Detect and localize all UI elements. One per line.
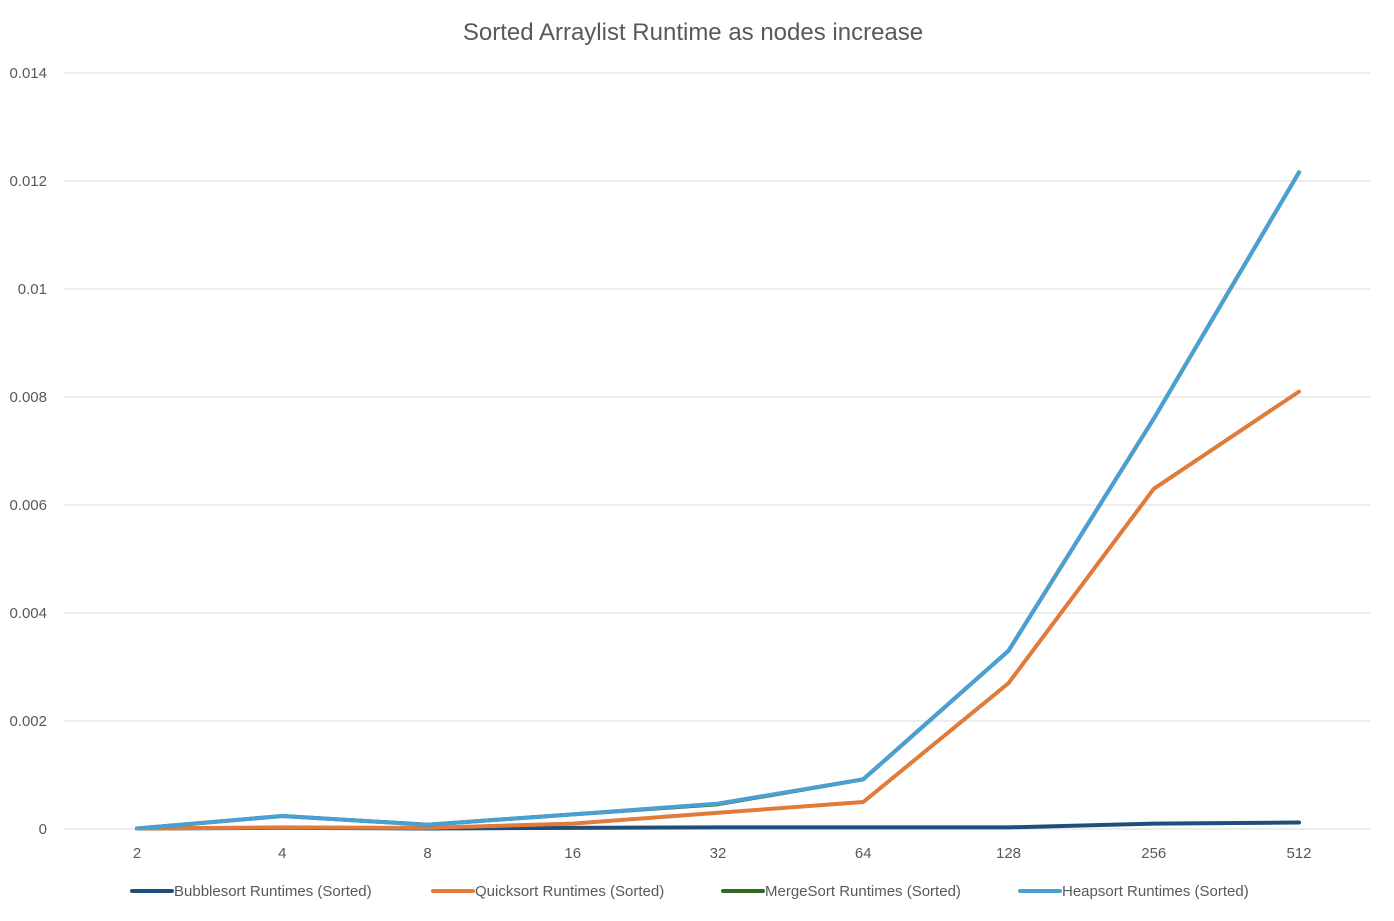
series-line-3 <box>135 170 1301 831</box>
y-axis-ticks: 0 0.002 0.004 0.006 0.008 0.01 0.012 0.014 <box>9 65 47 838</box>
y-tick-label: 0.002 <box>9 713 47 730</box>
y-tick-label: 0.004 <box>9 605 47 622</box>
legend-label: Heapsort Runtimes (Sorted) <box>1062 883 1249 900</box>
x-tick-label: 8 <box>423 845 431 862</box>
chart-title: Sorted Arraylist Runtime as nodes increa… <box>463 19 923 46</box>
x-tick-label: 256 <box>1141 845 1166 862</box>
y-tick-label: 0.014 <box>9 65 47 82</box>
y-tick-label: 0.008 <box>9 389 47 406</box>
y-tick-label: 0 <box>39 821 47 838</box>
x-axis-ticks: 2 4 8 16 32 64 128 256 512 <box>133 845 1312 862</box>
y-tick-label: 0.012 <box>9 173 47 190</box>
y-tick-label: 0.006 <box>9 497 47 514</box>
x-tick-label: 32 <box>710 845 727 862</box>
x-tick-label: 4 <box>278 845 286 862</box>
legend-label: Bubblesort Runtimes (Sorted) <box>174 883 372 900</box>
series-layer <box>135 170 1301 831</box>
x-tick-label: 512 <box>1286 845 1311 862</box>
x-tick-label: 2 <box>133 845 141 862</box>
x-tick-label: 16 <box>564 845 581 862</box>
grid-layer <box>64 72 1370 830</box>
series-line-2 <box>135 170 1301 831</box>
series-line-1 <box>135 389 1301 831</box>
legend: Bubblesort Runtimes (Sorted) Quicksort Ru… <box>130 883 1249 900</box>
legend-label: Quicksort Runtimes (Sorted) <box>475 883 664 900</box>
legend-label: MergeSort Runtimes (Sorted) <box>765 883 961 900</box>
y-tick-label: 0.01 <box>18 281 47 298</box>
x-tick-label: 128 <box>996 845 1021 862</box>
x-tick-label: 64 <box>855 845 872 862</box>
